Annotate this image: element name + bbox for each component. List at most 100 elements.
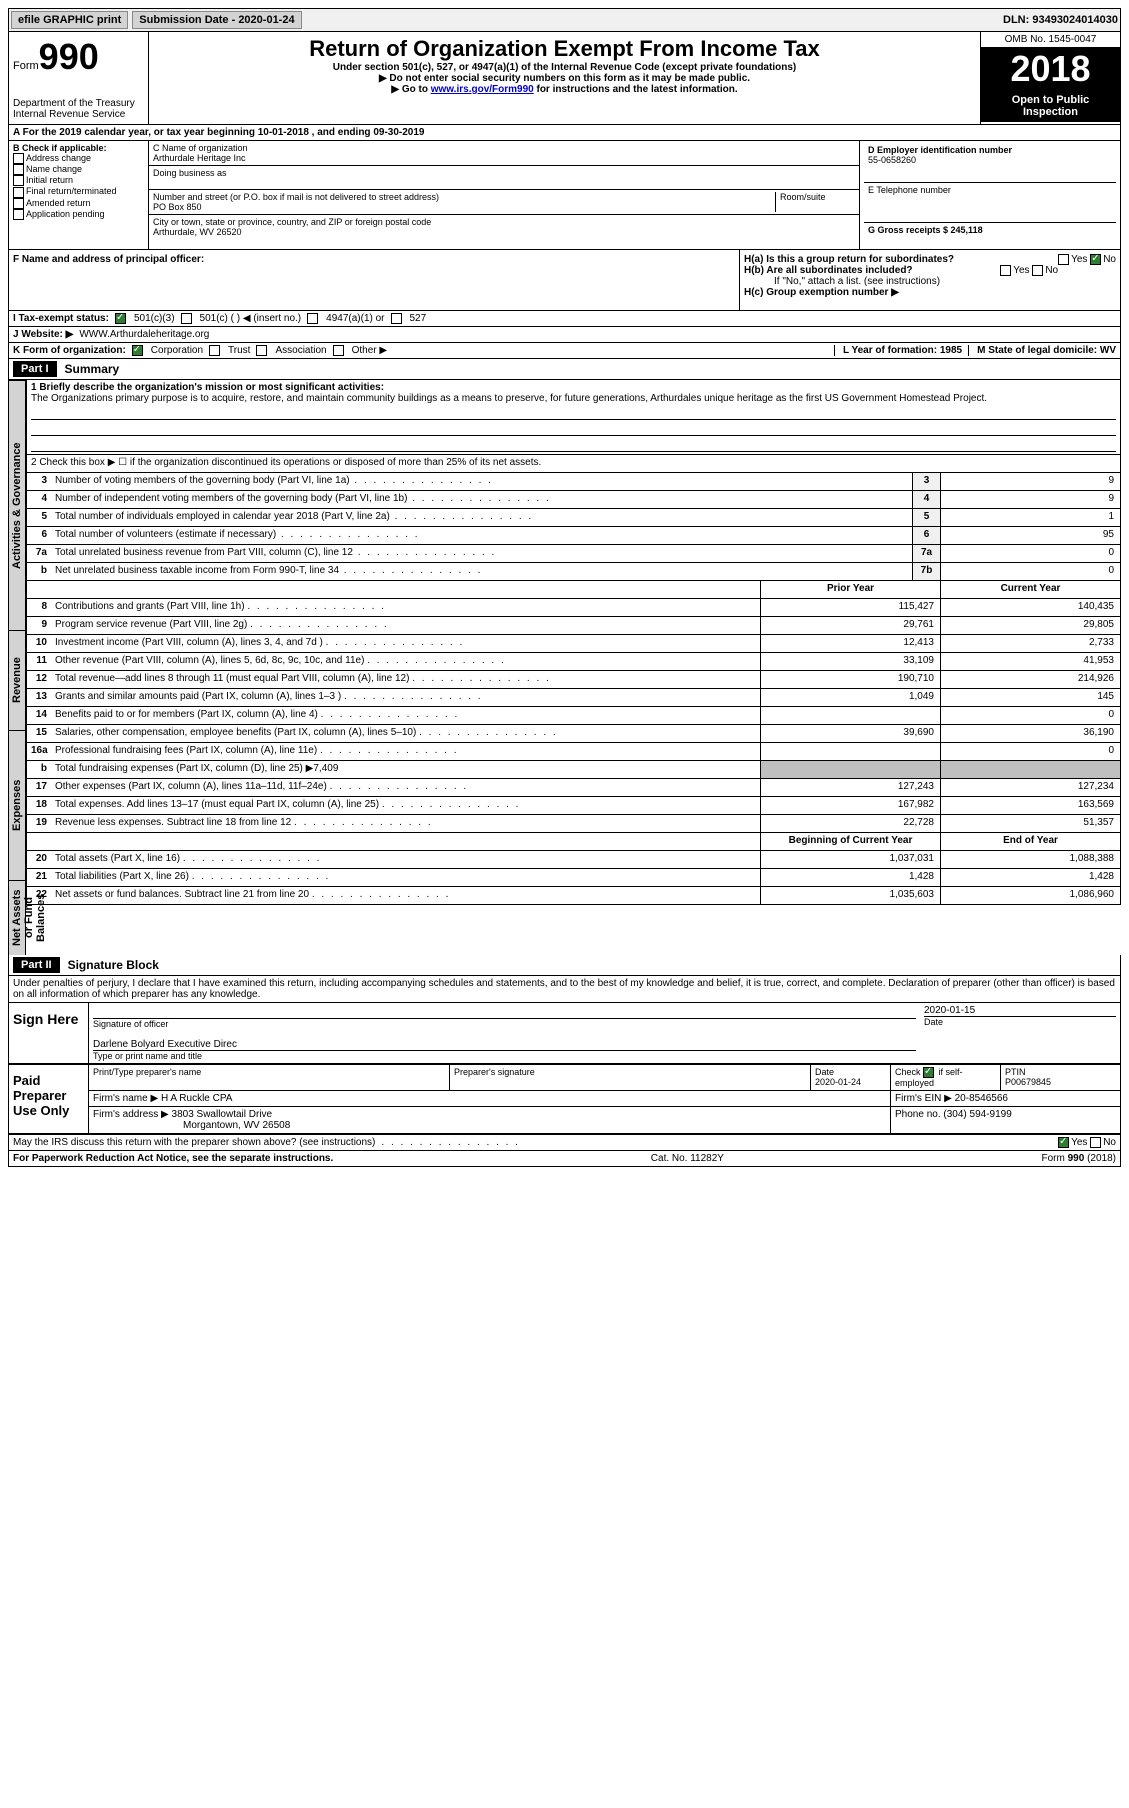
sig-date-label: Date — [924, 1017, 1116, 1027]
topbar: efile GRAPHIC print Submission Date - 20… — [8, 8, 1121, 32]
col-header-py-cy: Prior Year Current Year — [26, 581, 1121, 599]
form-subtitle-3: ▶ Go to www.irs.gov/Form990 for instruct… — [153, 84, 976, 95]
firm-addr2: Morgantown, WV 26508 — [93, 1120, 886, 1131]
row-klm: K Form of organization: Corporation Trus… — [8, 343, 1121, 359]
box-b-label: B Check if applicable: — [13, 143, 144, 153]
line-10: 10Investment income (Part VIII, column (… — [26, 635, 1121, 653]
addr-label: Number and street (or P.O. box if mail i… — [153, 192, 775, 202]
section-fh: F Name and address of principal officer:… — [8, 250, 1121, 311]
submission-date-label: Submission Date - 2020-01-24 — [132, 11, 301, 29]
firm-addr-label: Firm's address ▶ — [93, 1109, 169, 1120]
prep-sig-label: Preparer's signature — [449, 1065, 810, 1090]
open-public-label: Open to Public Inspection — [981, 90, 1120, 122]
chk-501c3[interactable] — [115, 313, 126, 324]
room-label: Room/suite — [780, 192, 855, 202]
firm-name-label: Firm's name ▶ — [93, 1093, 158, 1104]
line-14: 14Benefits paid to or for members (Part … — [26, 707, 1121, 725]
chk-association[interactable] — [256, 345, 267, 356]
chk-initial-return[interactable]: Initial return — [13, 175, 144, 186]
chk-501c[interactable] — [181, 313, 192, 324]
officer-name: Darlene Bolyard Executive Direc — [93, 1039, 916, 1051]
city-label: City or town, state or province, country… — [153, 217, 855, 227]
vtab-net-assets: Net Assets or Fund Balances — [8, 880, 26, 955]
col-header-boy-eoy: Beginning of Current Year End of Year — [26, 833, 1121, 851]
firm-name: H A Ruckle CPA — [161, 1093, 233, 1104]
dba-label: Doing business as — [153, 168, 855, 178]
dept-label: Department of the Treasury — [13, 98, 144, 109]
form-subtitle-2: ▶ Do not enter social security numbers o… — [153, 73, 976, 84]
chk-application-pending[interactable]: Application pending — [13, 209, 144, 220]
ha-label: H(a) Is this a group return for subordin… — [744, 254, 954, 265]
omb-number: OMB No. 1545-0047 — [981, 32, 1120, 48]
form-header: Form990 Department of the Treasury Inter… — [8, 32, 1121, 125]
vtab-expenses: Expenses — [8, 730, 26, 880]
sign-here-block: Sign Here Signature of officer Darlene B… — [8, 1003, 1121, 1065]
sig-officer-label: Signature of officer — [93, 1019, 916, 1029]
line-22: 22Net assets or fund balances. Subtract … — [26, 887, 1121, 905]
chk-4947[interactable] — [307, 313, 318, 324]
city-value: Arthurdale, WV 26520 — [153, 227, 855, 237]
hb-label: H(b) Are all subordinates included? — [744, 265, 913, 276]
chk-527[interactable] — [391, 313, 402, 324]
line-17: 17Other expenses (Part IX, column (A), l… — [26, 779, 1121, 797]
org-name: Arthurdale Heritage Inc — [153, 153, 855, 163]
row-a-tax-year: A For the 2019 calendar year, or tax yea… — [8, 125, 1121, 141]
irs-link[interactable]: www.irs.gov/Form990 — [431, 84, 534, 95]
vtab-activities-governance: Activities & Governance — [8, 380, 26, 630]
line-12: 12Total revenue—add lines 8 through 11 (… — [26, 671, 1121, 689]
tax-year: 2018 — [981, 48, 1120, 90]
chk-name-change[interactable]: Name change — [13, 164, 144, 175]
footer-right: Form 990 (2018) — [1042, 1153, 1116, 1164]
line-13: 13Grants and similar amounts paid (Part … — [26, 689, 1121, 707]
line-15: 15Salaries, other compensation, employee… — [26, 725, 1121, 743]
line-11: 11Other revenue (Part VIII, column (A), … — [26, 653, 1121, 671]
state-domicile: M State of legal domicile: WV — [968, 345, 1116, 356]
prep-date-label: Date — [815, 1067, 886, 1077]
check-self-employed[interactable]: Check if self-employed — [890, 1065, 1000, 1090]
org-name-label: C Name of organization — [153, 143, 855, 153]
line-21: 21Total liabilities (Part X, line 26) 1,… — [26, 869, 1121, 887]
chk-final-return[interactable]: Final return/terminated — [13, 186, 144, 197]
year-formation: L Year of formation: 1985 — [834, 345, 962, 356]
line-18: 18Total expenses. Add lines 13–17 (must … — [26, 797, 1121, 815]
discuss-row: May the IRS discuss this return with the… — [8, 1135, 1121, 1151]
ptin-value: P00679845 — [1005, 1077, 1116, 1087]
dln-label: DLN: 93493024014030 — [1003, 14, 1118, 26]
officer-type-label: Type or print name and title — [93, 1051, 916, 1061]
gross-receipts: G Gross receipts $ 245,118 — [868, 225, 1112, 235]
chk-address-change[interactable]: Address change — [13, 153, 144, 164]
footer-mid: Cat. No. 11282Y — [651, 1153, 724, 1164]
chk-trust[interactable] — [209, 345, 220, 356]
chk-amended-return[interactable]: Amended return — [13, 198, 144, 209]
ein-label: D Employer identification number — [868, 145, 1112, 155]
chk-corporation[interactable] — [132, 345, 143, 356]
line-3: 3Number of voting members of the governi… — [26, 473, 1121, 491]
prep-date: 2020-01-24 — [815, 1077, 886, 1087]
part-i-body: Activities & Governance Revenue Expenses… — [8, 380, 1121, 955]
irs-label: Internal Revenue Service — [13, 109, 144, 120]
vtab-revenue: Revenue — [8, 630, 26, 730]
page-footer: For Paperwork Reduction Act Notice, see … — [8, 1151, 1121, 1167]
row-j-website: J Website: ▶ WWW.Arthurdaleheritage.org — [8, 327, 1121, 343]
firm-ein-label: Firm's EIN ▶ — [895, 1093, 952, 1104]
line-16a: 16aProfessional fundraising fees (Part I… — [26, 743, 1121, 761]
hc-label: H(c) Group exemption number ▶ — [744, 287, 1116, 298]
footer-left: For Paperwork Reduction Act Notice, see … — [13, 1153, 333, 1164]
chk-discuss-no[interactable] — [1090, 1137, 1101, 1148]
efile-print-button[interactable]: efile GRAPHIC print — [11, 11, 128, 29]
sign-here-label: Sign Here — [9, 1003, 89, 1063]
form-number: Form990 — [13, 36, 144, 78]
form-title: Return of Organization Exempt From Incom… — [153, 36, 976, 62]
line-4: 4Number of independent voting members of… — [26, 491, 1121, 509]
line-b: bNet unrelated business taxable income f… — [26, 563, 1121, 581]
ptin-label: PTIN — [1005, 1067, 1116, 1077]
paid-preparer-block: Paid Preparer Use Only Print/Type prepar… — [8, 1065, 1121, 1135]
row-i-tax-exempt: I Tax-exempt status: 501(c)(3) 501(c) ( … — [8, 311, 1121, 327]
section-bcd: B Check if applicable: Address change Na… — [8, 141, 1121, 250]
chk-other[interactable] — [333, 345, 344, 356]
phone-label: Phone no. — [895, 1109, 941, 1120]
line-6: 6Total number of volunteers (estimate if… — [26, 527, 1121, 545]
part-ii-declaration: Under penalties of perjury, I declare th… — [8, 976, 1121, 1003]
chk-discuss-yes[interactable] — [1058, 1137, 1069, 1148]
line-b: bTotal fundraising expenses (Part IX, co… — [26, 761, 1121, 779]
